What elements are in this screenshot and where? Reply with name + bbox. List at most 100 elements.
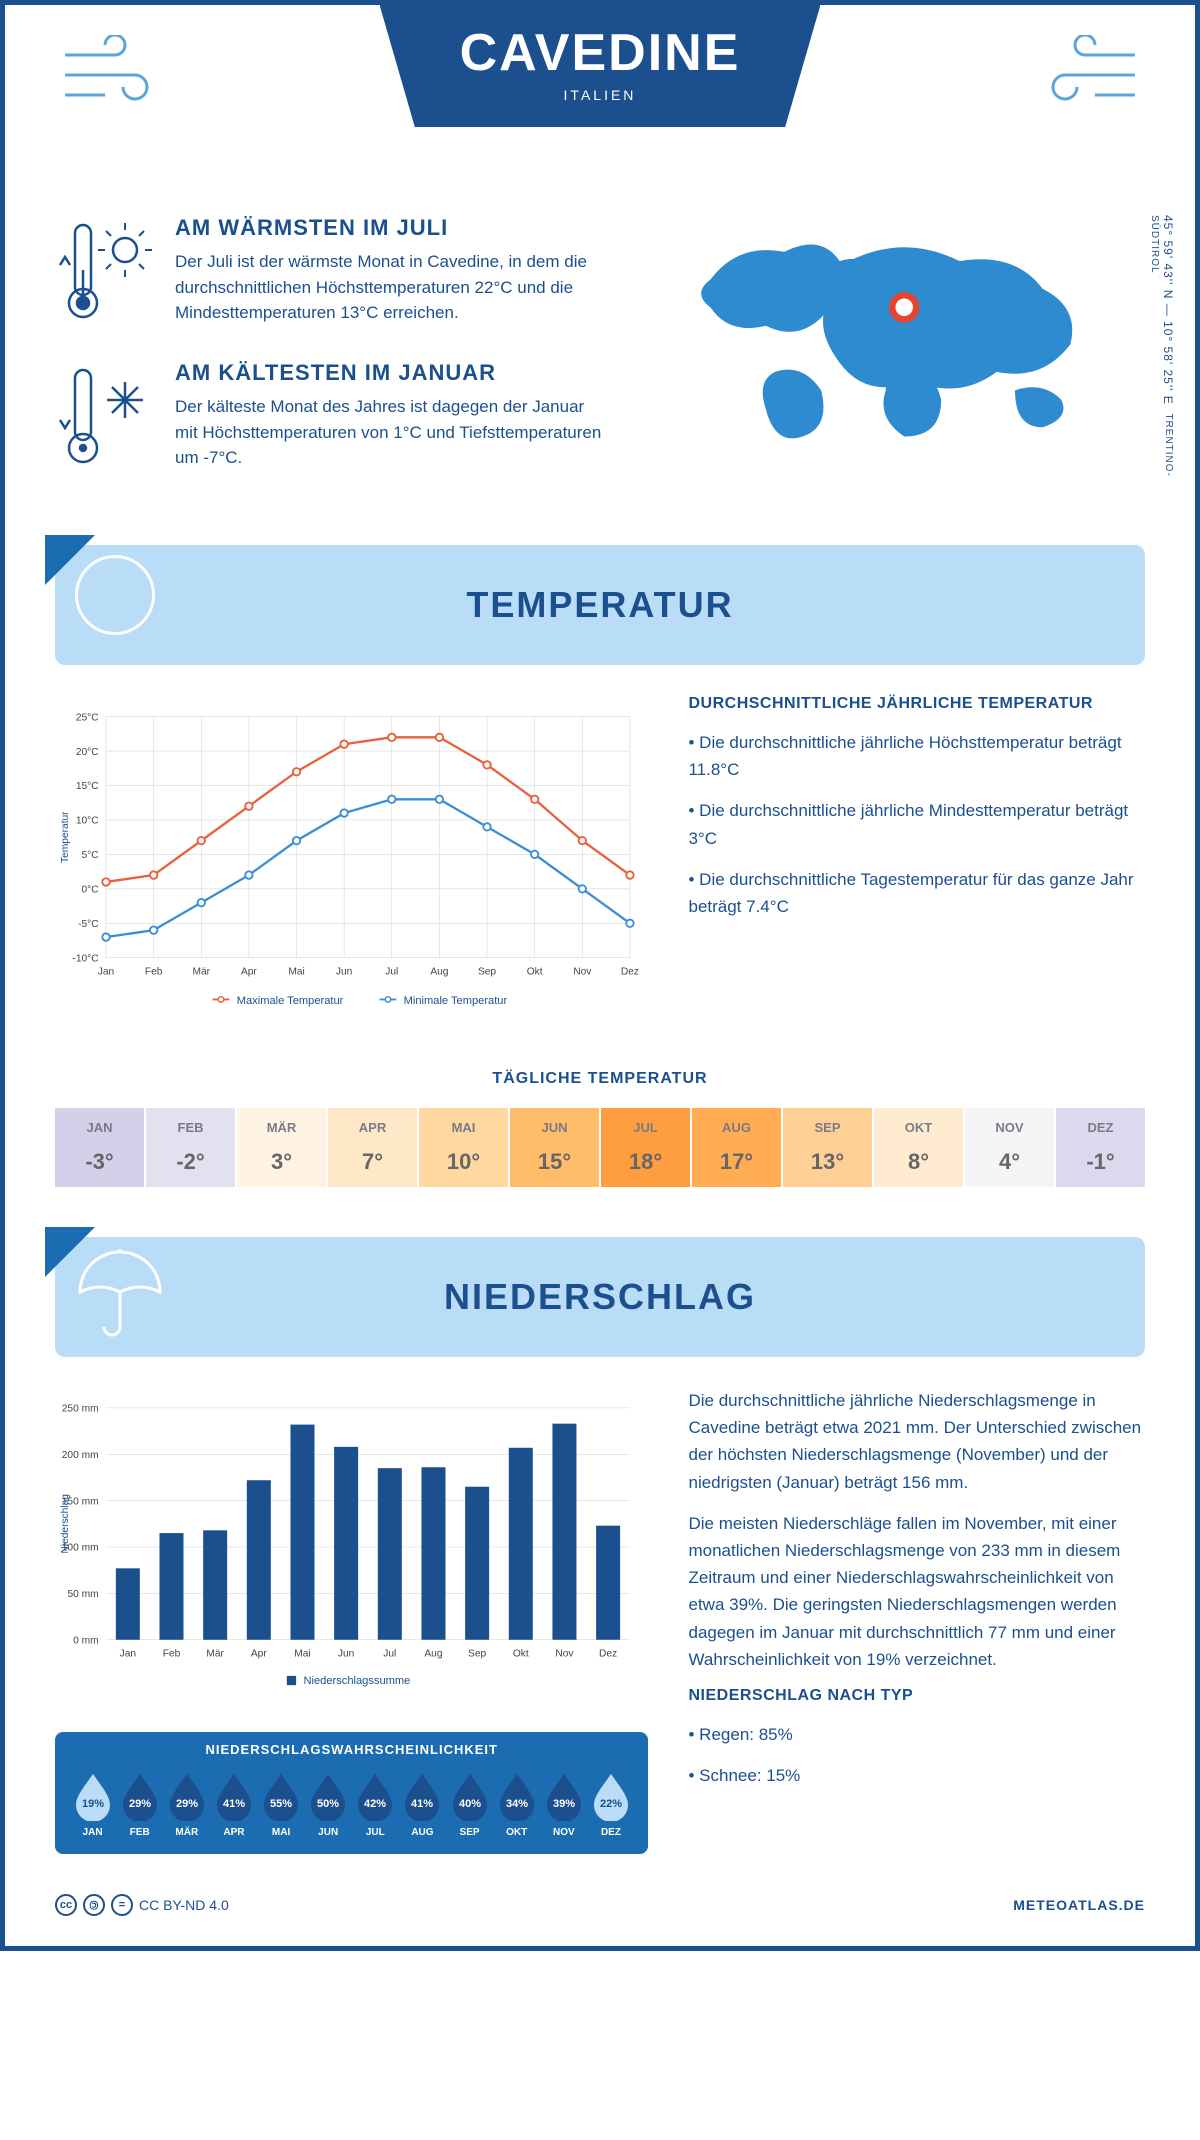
svg-text:Mär: Mär xyxy=(206,1648,224,1659)
probability-drop: 29% FEB xyxy=(116,1771,163,1838)
svg-text:-5°C: -5°C xyxy=(78,919,98,930)
temp-cell: MÄR3° xyxy=(237,1108,326,1187)
coldest-fact: AM KÄLTESTEN IM JANUAR Der kälteste Mona… xyxy=(55,360,605,475)
footer: cc 🄯 = CC BY-ND 4.0 METEOATLAS.DE xyxy=(55,1894,1145,1916)
svg-text:29%: 29% xyxy=(176,1798,198,1810)
thermometer-sun-icon xyxy=(55,215,155,330)
probability-drop: 19% JAN xyxy=(69,1771,116,1838)
svg-text:55%: 55% xyxy=(270,1798,292,1810)
probability-drop: 55% MAI xyxy=(258,1771,305,1838)
svg-text:41%: 41% xyxy=(411,1798,433,1810)
coldest-text: Der kälteste Monat des Jahres ist dagege… xyxy=(175,394,605,471)
daily-temp-title: TÄGLICHE TEMPERATUR xyxy=(55,1070,1145,1088)
svg-text:34%: 34% xyxy=(506,1798,528,1810)
page-title: CAVEDINE xyxy=(460,23,741,83)
precip-summary: Die durchschnittliche jährliche Niedersc… xyxy=(688,1387,1145,1854)
probability-drop: 40% SEP xyxy=(446,1771,493,1838)
svg-text:Mär: Mär xyxy=(192,966,210,977)
svg-text:22%: 22% xyxy=(600,1798,622,1810)
svg-text:20°C: 20°C xyxy=(76,747,99,758)
svg-text:Jul: Jul xyxy=(383,1648,396,1659)
svg-text:Jun: Jun xyxy=(338,1648,354,1659)
svg-text:42%: 42% xyxy=(364,1798,386,1810)
svg-text:-10°C: -10°C xyxy=(72,953,98,964)
svg-text:Aug: Aug xyxy=(430,966,448,977)
probability-drop: 34% OKT xyxy=(493,1771,540,1838)
header: CAVEDINE ITALIEN xyxy=(55,5,1145,185)
probability-drop: 41% AUG xyxy=(399,1771,446,1838)
svg-text:Aug: Aug xyxy=(424,1648,442,1659)
temp-cell: AUG17° xyxy=(692,1108,781,1187)
svg-text:25°C: 25°C xyxy=(76,712,99,723)
probability-drop: 41% APR xyxy=(210,1771,257,1838)
svg-text:Jan: Jan xyxy=(120,1648,136,1659)
thermometer-snow-icon xyxy=(55,360,155,475)
page-subtitle: ITALIEN xyxy=(460,87,741,103)
temperature-section-header: TEMPERATUR xyxy=(55,545,1145,665)
svg-text:Dez: Dez xyxy=(621,966,639,977)
temperature-chart: -10°C-5°C0°C5°C10°C15°C20°C25°CJanFebMär… xyxy=(55,695,648,1040)
temperature-summary: DURCHSCHNITTLICHE JÄHRLICHE TEMPERATUR D… xyxy=(688,695,1145,1040)
coordinates: 45° 59' 43'' N — 10° 58' 25'' E TRENTINO… xyxy=(1147,215,1175,505)
license: cc 🄯 = CC BY-ND 4.0 xyxy=(55,1894,229,1916)
svg-text:250 mm: 250 mm xyxy=(62,1404,99,1415)
warmest-title: AM WÄRMSTEN IM JULI xyxy=(175,215,605,241)
svg-text:40%: 40% xyxy=(459,1798,481,1810)
temp-cell: JUN15° xyxy=(510,1108,599,1187)
svg-text:Apr: Apr xyxy=(241,966,257,977)
temp-cell: NOV4° xyxy=(965,1108,1054,1187)
precip-probability-box: NIEDERSCHLAGSWAHRSCHEINLICHKEIT 19% JAN … xyxy=(55,1732,648,1854)
cc-icon: cc xyxy=(55,1894,77,1916)
svg-text:Niederschlagssumme: Niederschlagssumme xyxy=(304,1675,411,1687)
daily-temp-table: JAN-3°FEB-2°MÄR3°APR7°MAI10°JUN15°JUL18°… xyxy=(55,1108,1145,1187)
temp-cell: DEZ-1° xyxy=(1056,1108,1145,1187)
umbrella-icon xyxy=(45,1227,165,1367)
by-icon: 🄯 xyxy=(83,1894,105,1916)
site-name: METEOATLAS.DE xyxy=(1013,1897,1145,1913)
probability-drop: 42% JUL xyxy=(352,1771,399,1838)
temp-cell: JAN-3° xyxy=(55,1108,144,1187)
svg-text:Jan: Jan xyxy=(98,966,114,977)
svg-text:Minimale Temperatur: Minimale Temperatur xyxy=(404,995,508,1007)
coldest-title: AM KÄLTESTEN IM JANUAR xyxy=(175,360,605,386)
svg-text:Sep: Sep xyxy=(478,966,496,977)
svg-text:29%: 29% xyxy=(129,1798,151,1810)
warmest-fact: AM WÄRMSTEN IM JULI Der Juli ist der wär… xyxy=(55,215,605,330)
wind-icon xyxy=(1025,35,1145,120)
svg-text:5°C: 5°C xyxy=(81,850,98,861)
svg-text:Jun: Jun xyxy=(336,966,352,977)
svg-text:Maximale Temperatur: Maximale Temperatur xyxy=(237,995,344,1007)
svg-text:Feb: Feb xyxy=(145,966,163,977)
title-banner: CAVEDINE ITALIEN xyxy=(380,5,821,127)
svg-text:Temperatur: Temperatur xyxy=(60,811,71,863)
probability-drop: 29% MÄR xyxy=(163,1771,210,1838)
svg-text:Nov: Nov xyxy=(573,966,592,977)
svg-text:200 mm: 200 mm xyxy=(62,1450,99,1461)
nd-icon: = xyxy=(111,1894,133,1916)
svg-text:0 mm: 0 mm xyxy=(73,1635,98,1646)
temp-cell: JUL18° xyxy=(601,1108,690,1187)
probability-drop: 39% NOV xyxy=(540,1771,587,1838)
probability-drop: 22% DEZ xyxy=(587,1771,634,1838)
sun-icon xyxy=(45,535,165,675)
precip-section-header: NIEDERSCHLAG xyxy=(55,1237,1145,1357)
probability-drop: 50% JUN xyxy=(305,1771,352,1838)
svg-text:Okt: Okt xyxy=(513,1648,529,1659)
svg-text:15°C: 15°C xyxy=(76,781,99,792)
svg-text:Sep: Sep xyxy=(468,1648,486,1659)
svg-text:Jul: Jul xyxy=(385,966,398,977)
world-map: 45° 59' 43'' N — 10° 58' 25'' E TRENTINO… xyxy=(645,215,1145,505)
temp-cell: SEP13° xyxy=(783,1108,872,1187)
svg-text:0°C: 0°C xyxy=(81,885,98,896)
precip-chart: 0 mm50 mm100 mm150 mm200 mm250 mmJanFebM… xyxy=(55,1387,648,1712)
svg-text:Niederschlag: Niederschlag xyxy=(60,1494,71,1554)
temp-cell: FEB-2° xyxy=(146,1108,235,1187)
temp-cell: OKT8° xyxy=(874,1108,963,1187)
svg-text:19%: 19% xyxy=(82,1798,104,1810)
warmest-text: Der Juli ist der wärmste Monat in Cavedi… xyxy=(175,249,605,326)
svg-text:Apr: Apr xyxy=(251,1648,267,1659)
svg-text:Okt: Okt xyxy=(527,966,543,977)
svg-text:Mai: Mai xyxy=(294,1648,310,1659)
temp-cell: MAI10° xyxy=(419,1108,508,1187)
svg-text:Feb: Feb xyxy=(163,1648,181,1659)
